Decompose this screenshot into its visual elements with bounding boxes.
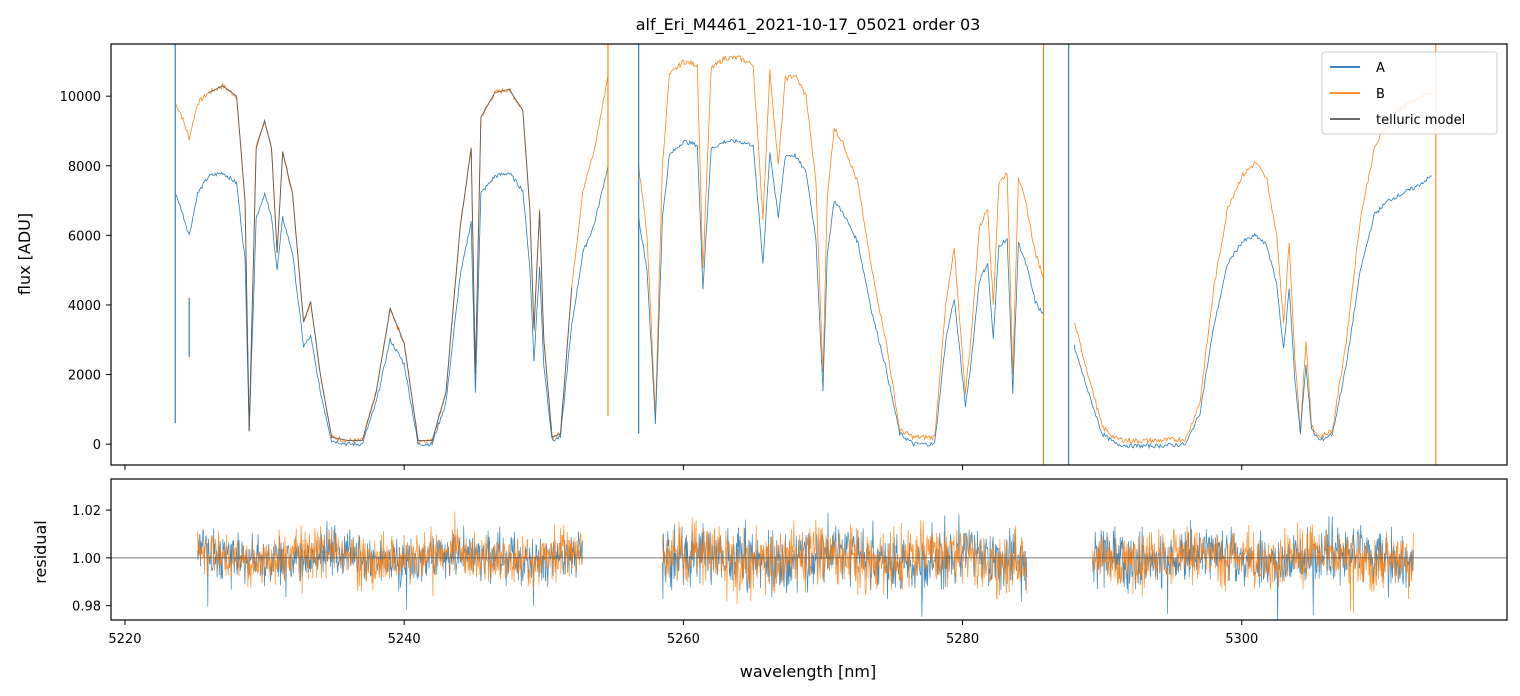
residual-x-tick-label: 5260 bbox=[667, 632, 700, 647]
flux-y-tick-label: 6000 bbox=[68, 229, 101, 244]
series-line-a bbox=[1073, 175, 1432, 450]
flux-y-tick-label: 8000 bbox=[68, 160, 101, 175]
flux-y-tick-label: 0 bbox=[93, 438, 101, 453]
series-line-telluric-model bbox=[208, 85, 573, 442]
residual-y-axis: 0.98 1.00 1.02 bbox=[72, 504, 111, 615]
flux-y-tick-label: 10000 bbox=[60, 90, 101, 105]
residual-line-b bbox=[1092, 522, 1414, 614]
series-line-b bbox=[638, 55, 1044, 442]
series-line-a bbox=[638, 138, 1044, 447]
residual-line-a bbox=[662, 512, 1028, 617]
residual-x-tick-label: 5240 bbox=[388, 632, 421, 647]
legend-box bbox=[1321, 51, 1498, 135]
residual-y-tick-label: 1.02 bbox=[72, 504, 101, 519]
flux-y-tick-label: 2000 bbox=[68, 369, 101, 384]
residual-y-axis-label: residual bbox=[31, 520, 50, 583]
residual-line-b bbox=[662, 517, 1028, 604]
residual-plot: 0.98 1.00 1.02 5220 5240 5260 5280 5300 residu… bbox=[31, 478, 1508, 681]
residual-series-group bbox=[111, 511, 1507, 620]
legend-label-a: A bbox=[1376, 61, 1385, 76]
chart-title: alf_Eri_M4461_2021-10-17_05021 order 03 bbox=[636, 15, 981, 35]
legend-label-b: B bbox=[1376, 87, 1385, 102]
flux-y-axis-label: flux [ADU] bbox=[15, 213, 34, 295]
flux-plot: 0 2000 4000 6000 8000 10000 flux [ADU] A B te… bbox=[15, 43, 1508, 470]
legend-label-telluric-model: telluric model bbox=[1376, 113, 1465, 128]
flux-y-axis: 0 2000 4000 6000 8000 10000 bbox=[60, 90, 111, 453]
residual-y-tick-label: 0.98 bbox=[72, 600, 101, 615]
residual-x-axis: 5220 5240 5260 5280 5300 bbox=[108, 620, 1258, 647]
series-line-b bbox=[174, 75, 609, 444]
legend: A B telluric model bbox=[1321, 51, 1498, 135]
flux-plot-frame bbox=[110, 43, 1508, 466]
x-axis-label: wavelength [nm] bbox=[740, 662, 877, 681]
series-line-a bbox=[175, 165, 609, 447]
flux-series-group bbox=[174, 44, 1437, 465]
series-line-b bbox=[1073, 92, 1432, 445]
flux-y-tick-label: 4000 bbox=[68, 299, 101, 314]
residual-plot-frame bbox=[110, 478, 1508, 621]
residual-y-tick-label: 1.00 bbox=[72, 552, 101, 567]
residual-x-tick-label: 5280 bbox=[946, 632, 979, 647]
residual-x-tick-label: 5220 bbox=[108, 632, 141, 647]
residual-x-tick-label: 5300 bbox=[1225, 632, 1258, 647]
flux-x-axis bbox=[124, 465, 1243, 470]
residual-line-b bbox=[197, 511, 584, 597]
